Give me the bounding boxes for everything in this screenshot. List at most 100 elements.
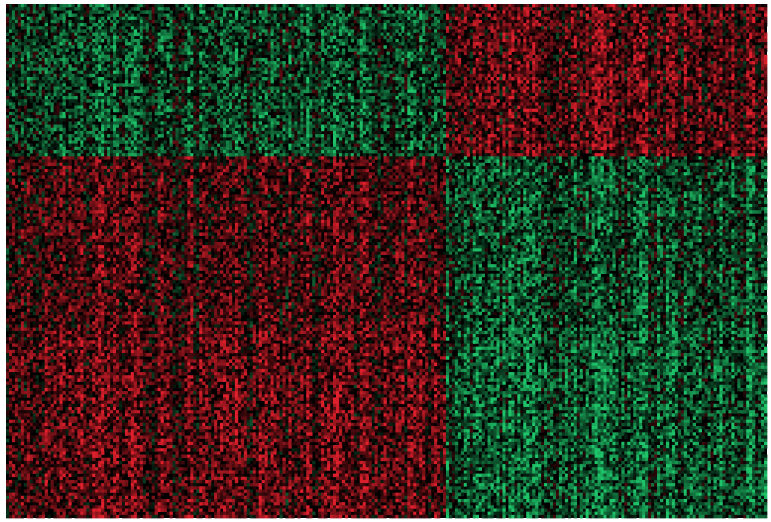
heatmap-cell: [48, 26, 51, 30]
heatmap-cell: [15, 58, 18, 62]
heatmap-cell: [595, 14, 598, 18]
heatmap-cell: [488, 14, 491, 18]
heatmap-cell: [541, 29, 544, 33]
heatmap-cell: [559, 23, 562, 27]
heatmap-cell: [470, 36, 473, 40]
heatmap-cell: [318, 45, 321, 49]
heatmap-cell: [446, 45, 449, 49]
heatmap-cell: [149, 10, 152, 14]
heatmap-cell: [24, 58, 27, 62]
heatmap-cell: [458, 4, 461, 8]
heatmap-cell: [80, 45, 83, 49]
heatmap-cell: [687, 17, 690, 21]
heatmap-cell: [149, 45, 152, 49]
heatmap-cell: [407, 39, 410, 43]
heatmap-cell: [690, 36, 693, 40]
heatmap-cell: [505, 14, 508, 18]
heatmap-cell: [565, 36, 568, 40]
heatmap-cell: [143, 4, 146, 8]
heatmap-cell: [675, 36, 678, 40]
heatmap-cell: [413, 42, 416, 46]
heatmap-cell: [669, 33, 672, 37]
heatmap-cell: [675, 20, 678, 24]
heatmap-cell: [464, 45, 467, 49]
heatmap-cell: [696, 55, 699, 59]
heatmap-cell: [158, 55, 161, 59]
heatmap-cell: [621, 45, 624, 49]
heatmap-cell: [458, 33, 461, 37]
heatmap-cell: [731, 4, 734, 8]
heatmap-cell: [321, 7, 324, 11]
heatmap-cell: [279, 61, 282, 65]
heatmap-cell: [27, 17, 30, 21]
heatmap-cell: [440, 26, 443, 30]
heatmap-cell: [529, 55, 532, 59]
heatmap-cell: [348, 14, 351, 18]
heatmap-cell: [256, 23, 259, 27]
heatmap-cell: [369, 7, 372, 11]
heatmap-cell: [708, 10, 711, 14]
heatmap-cell: [372, 39, 375, 43]
heatmap-cell: [24, 45, 27, 49]
heatmap-cell: [681, 7, 684, 11]
heatmap-cell: [92, 58, 95, 62]
heatmap-cell: [250, 39, 253, 43]
heatmap-cell: [601, 39, 604, 43]
heatmap-cell: [80, 29, 83, 33]
heatmap-cell: [651, 29, 654, 33]
heatmap-cell: [384, 33, 387, 37]
heatmap-cell: [122, 7, 125, 11]
heatmap-cell: [702, 14, 705, 18]
heatmap-cell: [119, 52, 122, 56]
heatmap-cell: [556, 17, 559, 21]
heatmap-cell: [196, 48, 199, 52]
heatmap-cell: [226, 29, 229, 33]
heatmap-cell: [387, 10, 390, 14]
heatmap-cell: [461, 33, 464, 37]
heatmap-cell: [669, 39, 672, 43]
heatmap-cell: [333, 29, 336, 33]
heatmap-cell: [713, 7, 716, 11]
heatmap-cell: [577, 39, 580, 43]
heatmap-cell: [45, 48, 48, 52]
heatmap-cell: [461, 36, 464, 40]
heatmap-cell: [746, 52, 749, 56]
heatmap-cell: [288, 7, 291, 11]
heatmap-cell: [690, 4, 693, 8]
heatmap-cell: [170, 45, 173, 49]
heatmap-cell: [89, 39, 92, 43]
heatmap-cell: [681, 17, 684, 21]
heatmap-cell: [446, 48, 449, 52]
heatmap-cell: [306, 17, 309, 21]
heatmap-cell: [351, 23, 354, 27]
heatmap-cell: [211, 61, 214, 65]
heatmap-cell: [297, 20, 300, 24]
heatmap-cell: [312, 4, 315, 8]
heatmap-cell: [479, 14, 482, 18]
heatmap-cell: [675, 14, 678, 18]
heatmap-cell: [217, 48, 220, 52]
heatmap-cell: [274, 26, 277, 30]
heatmap-cell: [226, 58, 229, 62]
heatmap-cell: [274, 17, 277, 21]
heatmap-cell: [339, 58, 342, 62]
heatmap-cell: [175, 23, 178, 27]
heatmap-cell: [137, 17, 140, 21]
heatmap-cell: [574, 4, 577, 8]
heatmap-cell: [178, 45, 181, 49]
heatmap-cell: [172, 26, 175, 30]
heatmap-cell: [452, 61, 455, 65]
heatmap-cell: [288, 61, 291, 65]
heatmap-cell: [265, 26, 268, 30]
heatmap-cell: [294, 23, 297, 27]
heatmap-cell: [606, 45, 609, 49]
heatmap-cell: [223, 45, 226, 49]
heatmap-cell: [505, 55, 508, 59]
heatmap-cell: [86, 39, 89, 43]
heatmap-cell: [15, 14, 18, 18]
heatmap-cell: [68, 14, 71, 18]
heatmap-cell: [12, 52, 15, 56]
heatmap-cell: [282, 52, 285, 56]
heatmap-cell: [68, 10, 71, 14]
heatmap-cell: [217, 52, 220, 56]
